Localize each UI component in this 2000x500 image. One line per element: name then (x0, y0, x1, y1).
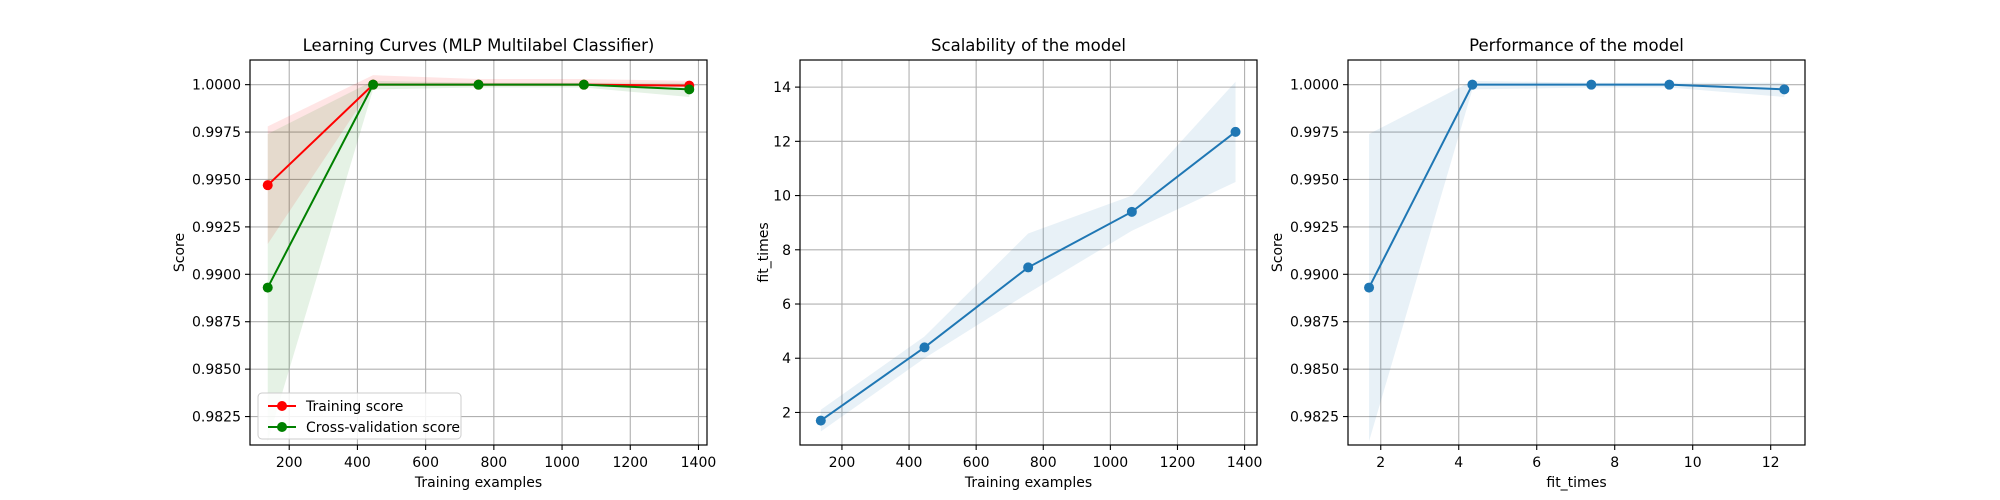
y-axis-label: Score (1270, 233, 1286, 272)
std-band-series-1 (267, 80, 690, 442)
x-tick-label: 6 (1532, 455, 1541, 471)
data-point-series-0 (1467, 79, 1478, 90)
std-band-series-0 (1369, 80, 1785, 442)
data-point-series-1 (473, 79, 484, 90)
y-tick-label: 2 (782, 405, 791, 421)
x-tick-label: 1000 (544, 455, 580, 471)
y-tick-label: 0.9900 (192, 267, 241, 283)
performance-panel: 2 4 6 8 10 12 0.9825 0.9850 0.9875 0.9900 0.9925 0.… (1270, 36, 1806, 491)
data-point-series-0 (1779, 84, 1790, 95)
y-tick-label: 0.9850 (192, 362, 241, 378)
x-tick-label: 200 (276, 455, 303, 471)
x-tick-label: 4 (1454, 455, 1463, 471)
data-point-series-1 (578, 79, 589, 90)
x-tick-label: 200 (829, 455, 856, 471)
data-point-series-0 (1586, 79, 1597, 90)
x-axis-label: Training examples (414, 475, 542, 491)
x-tick-label: 400 (896, 455, 923, 471)
data-point-series-1 (684, 84, 695, 95)
y-tick-label: 0.9900 (1290, 267, 1339, 283)
data-point-series-1 (262, 282, 273, 293)
y-tick-label: 0.9875 (192, 315, 241, 331)
performance-plot-area: 2 4 6 8 10 12 0.9825 0.9850 0.9875 0.9900 0.9925 0.… (1290, 59, 1806, 471)
x-tick-label: 1200 (612, 455, 648, 471)
y-tick-label: 4 (782, 351, 791, 367)
data-point-series-0 (262, 180, 273, 191)
data-point-series-1 (368, 79, 379, 90)
y-tick-label: 0.9925 (192, 220, 241, 236)
y-tick-label: 12 (773, 134, 791, 150)
y-tick-label: 1.0000 (192, 78, 241, 94)
y-tick-label: 0.9850 (1290, 362, 1339, 378)
y-tick-label: 6 (782, 297, 791, 313)
x-tick-label: 2 (1376, 455, 1385, 471)
x-tick-label: 600 (412, 455, 439, 471)
data-point-series-0 (1230, 126, 1241, 137)
panel-title: Learning Curves (MLP Multilabel Classifi… (303, 36, 655, 55)
data-point-series-0 (1126, 206, 1137, 217)
data-point-series-0 (1364, 282, 1375, 293)
std-band-series-0 (820, 81, 1236, 432)
x-tick-label: 1000 (1093, 455, 1129, 471)
data-point-series-0 (1664, 79, 1675, 90)
x-tick-label: 1200 (1160, 455, 1196, 471)
x-tick-label: 1400 (681, 455, 717, 471)
y-tick-label: 10 (773, 189, 791, 205)
legend-marker-training (277, 401, 287, 411)
data-point-series-0 (919, 342, 930, 353)
axes-frame (1347, 59, 1806, 446)
y-tick-label: 0.9825 (1290, 410, 1339, 426)
y-tick-label: 0.9975 (1290, 125, 1339, 141)
x-tick-label: 8 (1610, 455, 1619, 471)
scalability-plot-area: 200 400 600 800 1000 1200 1400 2 4 6 8 10 12 14 (773, 59, 1263, 471)
legend-box (257, 392, 462, 440)
axes-frame (799, 59, 1258, 446)
x-tick-label: 12 (1762, 455, 1780, 471)
y-tick-label: 0.9950 (1290, 172, 1339, 188)
y-tick-label: 1.0000 (1290, 78, 1339, 94)
learning-curves-panel: 200 400 600 800 1000 1200 1400 0.9825 0.9850 0.98… (172, 36, 716, 491)
y-axis-label: Score (172, 233, 188, 272)
y-tick-label: 14 (773, 80, 791, 96)
x-tick-label: 800 (1030, 455, 1057, 471)
y-tick-label: 0.9875 (1290, 315, 1339, 331)
legend-label-cross-validation: Cross-validation score (306, 420, 460, 436)
y-tick-label: 0.9950 (192, 172, 241, 188)
scalability-panel: 200 400 600 800 1000 1200 1400 2 4 6 8 10 12 14 Scala… (756, 36, 1262, 491)
y-tick-label: 0.9825 (192, 410, 241, 426)
x-axis-label: fit_times (1546, 475, 1606, 491)
y-axis-label: fit_times (756, 222, 772, 282)
legend-marker-cross-validation (277, 422, 287, 432)
x-tick-label: 1400 (1227, 455, 1263, 471)
x-tick-label: 600 (963, 455, 990, 471)
axes-frame (249, 59, 708, 446)
x-tick-label: 800 (480, 455, 507, 471)
data-point-series-0 (1023, 262, 1034, 273)
legend: Training score Cross-validation score (257, 392, 462, 440)
data-point-series-0 (815, 415, 826, 426)
panel-title: Performance of the model (1469, 36, 1684, 55)
x-tick-label: 400 (344, 455, 371, 471)
learning-curves-plot-area: 200 400 600 800 1000 1200 1400 0.9825 0.9850 0.98… (192, 59, 717, 471)
legend-label-training: Training score (305, 399, 403, 415)
y-tick-label: 0.9925 (1290, 220, 1339, 236)
panel-title: Scalability of the model (931, 36, 1126, 55)
x-tick-label: 10 (1684, 455, 1702, 471)
y-tick-label: 0.9975 (192, 125, 241, 141)
y-tick-label: 8 (782, 243, 791, 259)
x-axis-label: Training examples (964, 475, 1092, 491)
